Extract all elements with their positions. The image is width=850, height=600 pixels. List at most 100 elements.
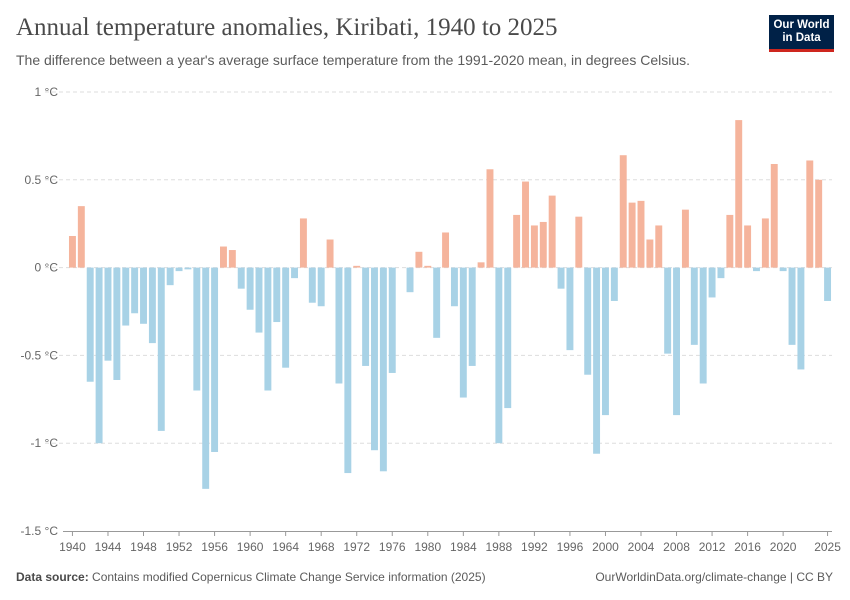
x-tick-label: 1964 [272,540,299,554]
x-tick-label: 1948 [130,540,157,554]
bar [104,267,112,361]
source-text: Contains modified Copernicus Climate Cha… [92,570,486,584]
bar [664,267,672,354]
bar [584,267,592,375]
x-tick-label: 1984 [450,540,477,554]
bar [273,267,281,323]
bar [495,267,503,444]
bar [166,267,174,286]
bar [406,267,414,293]
x-tick-label: 1944 [95,540,122,554]
bar [779,267,787,272]
chart-subtitle: The difference between a year's average … [16,52,691,68]
bar [468,267,476,366]
x-tick-label: 2012 [699,540,726,554]
footer-source: Data source: Contains modified Copernicu… [16,570,486,584]
bar [673,267,680,416]
bar [522,181,529,268]
bar [379,267,387,472]
bar [566,267,574,351]
logo-line-2: in Data [782,32,821,44]
bar [433,267,441,338]
bar [575,216,583,268]
bar [708,267,716,298]
x-tick-label: 1952 [166,540,193,554]
footer-link[interactable]: OurWorldinData.org/climate-change | CC B… [595,570,833,584]
bar [610,267,618,301]
bar [68,235,76,268]
bar [442,232,450,268]
x-tick-label: 1996 [557,540,584,554]
bar [148,267,156,344]
y-tick-label: 0 °C [35,261,59,275]
bar [655,225,663,268]
bar [388,267,396,373]
bar [806,160,814,268]
bar [326,239,334,268]
bar [619,155,627,268]
bar [317,267,325,307]
bar [770,163,778,268]
bar [415,251,423,268]
bar [761,218,769,268]
bar [335,267,343,384]
bar [228,250,236,268]
x-tick-label: 1988 [486,540,513,554]
bar [602,267,609,416]
logo-line-1: Our World [773,19,830,31]
bar [308,267,316,303]
source-label: Data source: [16,570,89,584]
bar [211,267,219,452]
owid-logo[interactable]: Our World in Data [769,15,834,52]
bar [699,267,707,384]
bar [450,267,458,307]
bar [95,267,103,444]
x-tick-label: 1972 [343,540,370,554]
bar [264,267,272,391]
bar [193,267,201,391]
bar [539,221,547,268]
x-tick-label: 1992 [521,540,548,554]
x-tick-label: 2000 [592,540,619,554]
y-tick-label: 0.5 °C [25,173,59,187]
bar [717,267,725,279]
bar [175,267,183,272]
x-tick-label: 1940 [59,540,86,554]
bar [530,225,538,268]
bar [548,195,556,268]
x-tick-label: 1960 [237,540,264,554]
bar [557,267,565,289]
bar [637,200,645,268]
bar [646,239,654,268]
bar [157,267,165,431]
bar [788,267,796,345]
x-tick-label: 2020 [770,540,797,554]
bar [504,267,512,409]
y-tick-label: 1 °C [35,85,59,99]
bar [628,202,636,268]
bar [131,267,139,314]
bar [690,267,698,345]
bar [299,218,307,268]
bar [477,262,485,268]
y-tick-label: -1 °C [31,436,59,450]
x-tick-label: 2025 [814,540,841,554]
bar [282,267,290,368]
bar [371,267,378,451]
x-tick-label: 1976 [379,540,406,554]
x-tick-label: 2004 [628,540,655,554]
bar [246,267,254,310]
x-tick-label: 1968 [308,540,335,554]
x-tick-label: 2016 [734,540,761,554]
bar [753,267,760,272]
bar [77,206,85,268]
bar [202,267,210,489]
bar [113,267,121,380]
bar [681,209,689,268]
bar [237,267,245,289]
bar [593,267,601,454]
bar [797,267,805,370]
bar [344,267,352,474]
x-tick-label: 1956 [201,540,228,554]
